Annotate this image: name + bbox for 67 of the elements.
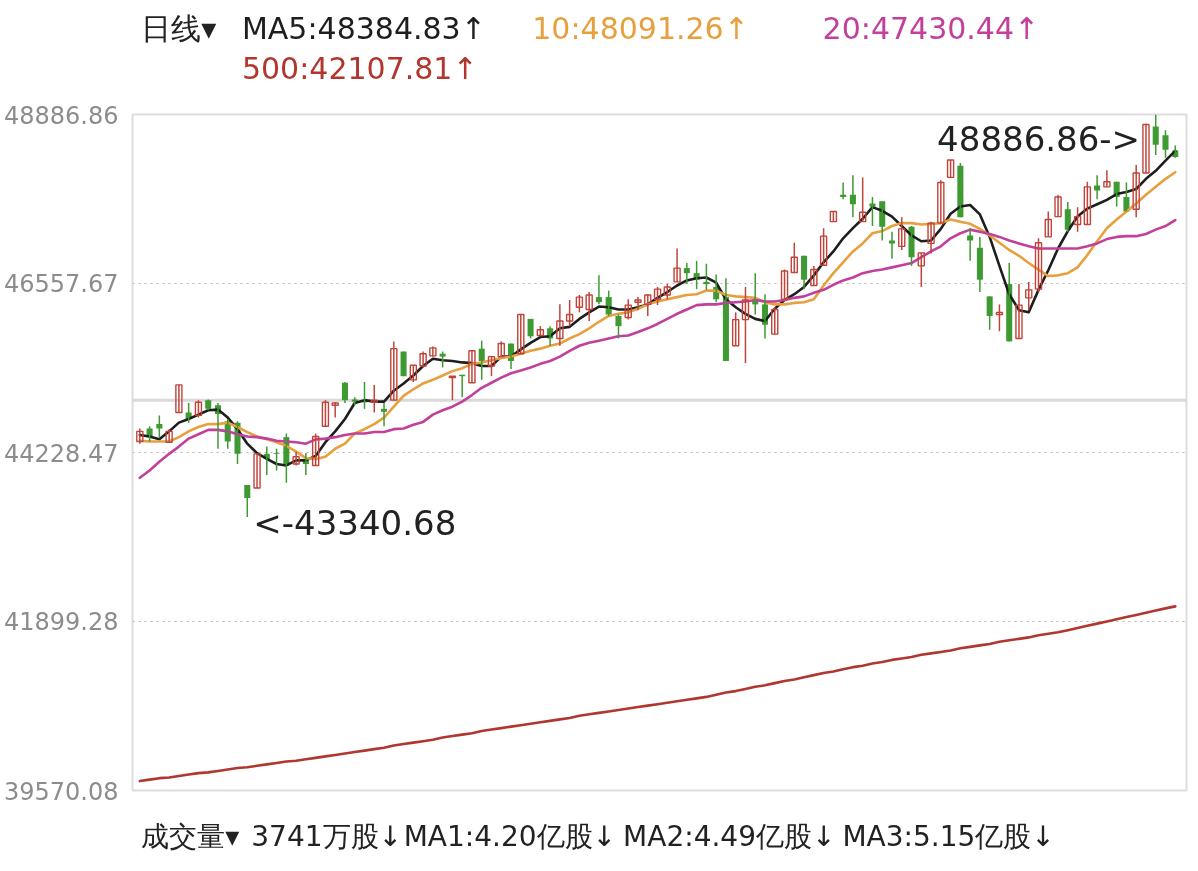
candlestick (321, 399, 330, 428)
candlestick (253, 453, 261, 489)
candlestick (634, 296, 642, 311)
candlestick (556, 303, 564, 347)
chart-title: 日线▾ (141, 11, 217, 46)
candlestick (1103, 169, 1111, 188)
candlestick (741, 286, 750, 364)
text: 3741万股↓ (251, 820, 403, 853)
candlestick (468, 350, 476, 384)
candlestick (644, 293, 652, 317)
candlestick (780, 268, 789, 301)
text: MA1:4.20亿股↓ (403, 820, 617, 853)
candlestick (810, 265, 818, 287)
candlestick (292, 450, 300, 467)
candlestick (1034, 237, 1043, 293)
y-tick-label: 46557.67 (3, 270, 119, 299)
candlestick (175, 384, 183, 414)
y-tick-label: 41899.28 (3, 608, 119, 637)
candlestick (917, 252, 926, 288)
candlestick (937, 179, 945, 224)
candlestick (419, 350, 427, 369)
candlestick (898, 216, 906, 251)
text: 10:48091.26↑ (532, 11, 749, 46)
candlestick (429, 345, 437, 358)
candlestick (390, 340, 398, 401)
y-tick-label: 39570.08 (3, 777, 119, 806)
line-series (138, 605, 1177, 783)
text: MA3:5.15亿股↓ (842, 820, 1055, 853)
candlestick (1054, 194, 1062, 218)
candlestick (819, 227, 828, 266)
text: MA2:4.49亿股↓ (623, 820, 836, 853)
candlestick (1044, 210, 1053, 238)
y-tick-label: 48886.86 (3, 101, 119, 130)
text: 成交量▾ (141, 820, 240, 853)
candlestick (585, 291, 593, 322)
candlestick (615, 313, 622, 340)
candlestick (311, 432, 320, 467)
candlestick (1132, 164, 1140, 219)
candlestick (927, 220, 935, 255)
candlestick (624, 298, 632, 321)
annotation: <-43340.68 (253, 502, 457, 543)
candlestick (1015, 283, 1023, 340)
candlestick (731, 311, 740, 347)
candlestick (1025, 281, 1033, 311)
candlestick (370, 384, 378, 414)
candlestick (565, 299, 574, 327)
candlestick (790, 241, 799, 274)
candlestick (1162, 129, 1169, 159)
candlestick (673, 247, 681, 283)
candlestick (487, 355, 496, 377)
annotation: 48886.86-> (937, 118, 1141, 159)
line-series (138, 218, 1177, 480)
text: 500:42107.81↑ (241, 51, 478, 86)
text: 20:47430.44↑ (822, 11, 1040, 46)
text: MA5:48384.83↑ (241, 11, 486, 46)
candlestick (1083, 181, 1092, 226)
candlestick (653, 286, 662, 306)
candlestick (771, 306, 779, 335)
candlestick (165, 428, 173, 443)
y-tick-label: 44228.47 (3, 439, 119, 468)
candlestick (331, 401, 339, 419)
candlestick (858, 176, 867, 223)
candlestick (136, 427, 144, 445)
candlestick (273, 448, 280, 472)
candlestick (1073, 206, 1082, 233)
candlestick (1142, 122, 1150, 174)
candlestick (517, 313, 525, 355)
